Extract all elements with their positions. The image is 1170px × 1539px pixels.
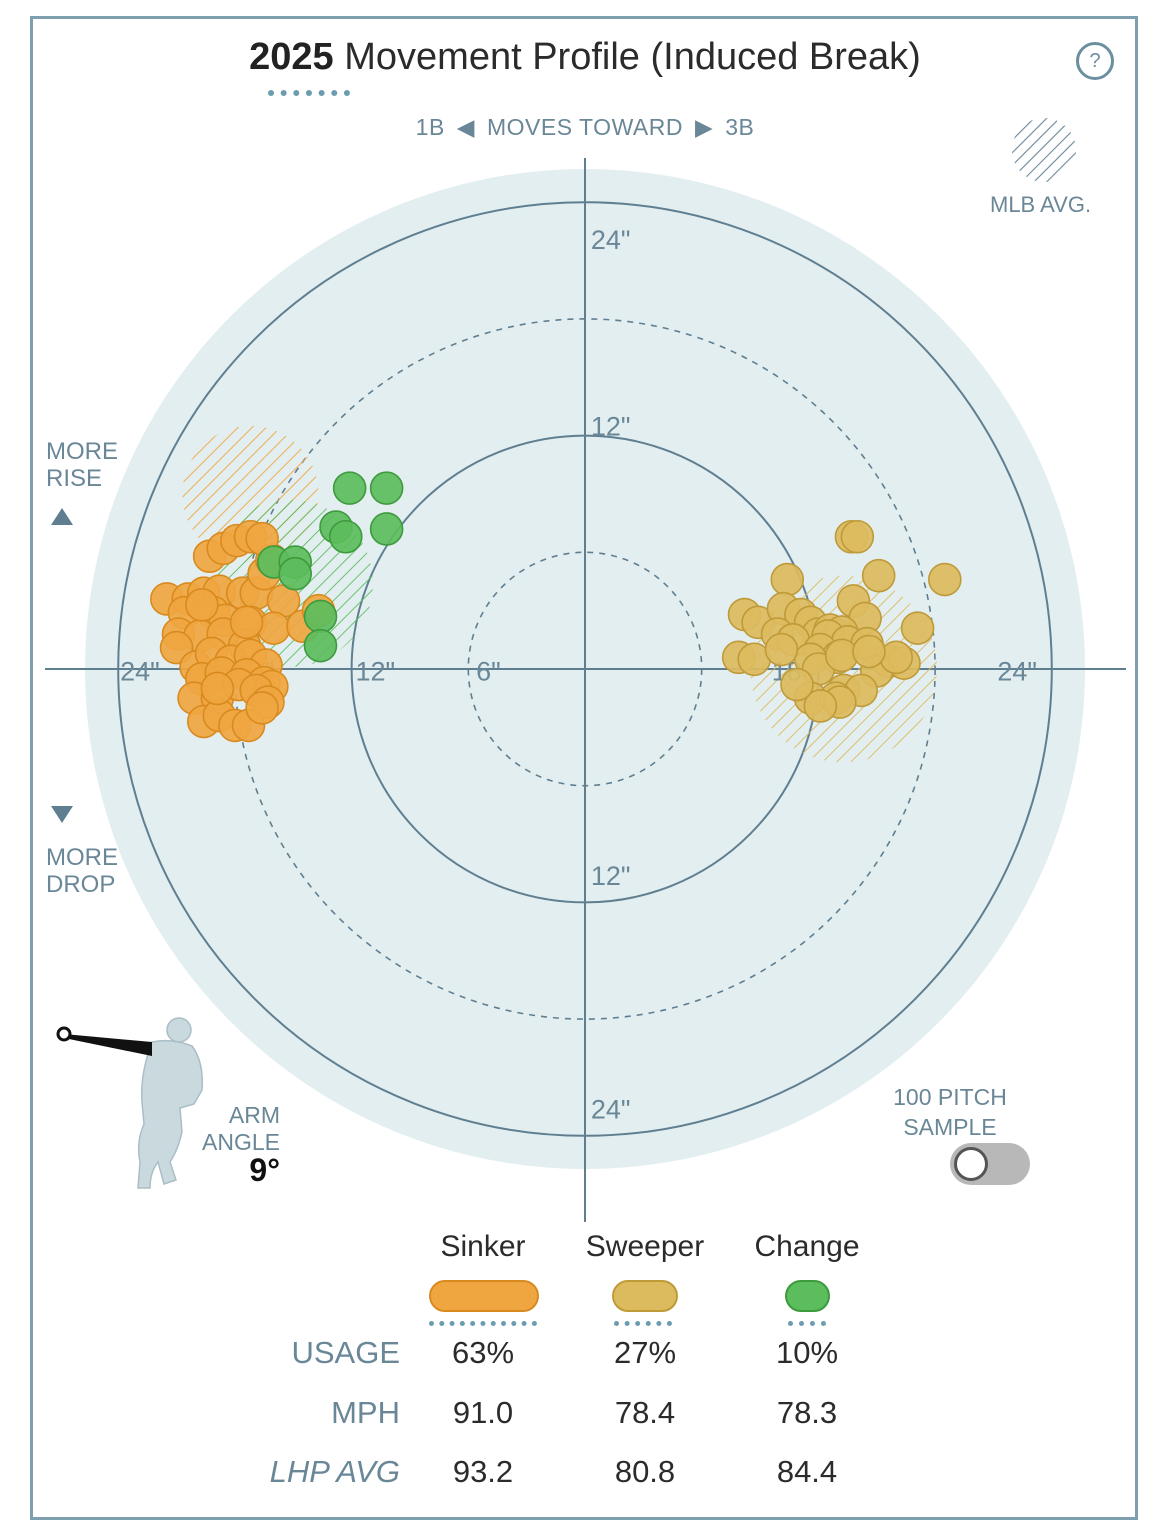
lhp-avg-label: LHP AVG — [269, 1454, 400, 1489]
sweeper-swatch-underline — [614, 1321, 672, 1326]
sinker-mph: 91.0 — [452, 1395, 514, 1430]
change-swatch[interactable] — [785, 1280, 830, 1312]
mph-label: MPH — [331, 1395, 400, 1430]
pitch-sample-toggle[interactable] — [950, 1143, 1030, 1185]
arm-angle-line2: ANGLE — [202, 1129, 280, 1155]
toggle-knob[interactable] — [954, 1147, 988, 1181]
change-mph: 78.3 — [776, 1395, 838, 1430]
pitch-name-change: Change — [754, 1230, 860, 1263]
more-drop-line1: MORE — [46, 844, 118, 871]
direction-1b: 1B — [415, 114, 445, 140]
more-rise-line2: RISE — [46, 465, 103, 492]
mlb-avg-legend-icon — [1012, 118, 1076, 182]
sinker-swatch[interactable] — [429, 1280, 539, 1312]
sinker-swatch-underline — [429, 1321, 537, 1326]
pitch-sample-line1: 100 PITCH — [893, 1084, 1007, 1110]
help-button[interactable]: ? — [1076, 42, 1114, 80]
mlb-avg-label: MLB AVG. — [990, 192, 1092, 217]
arm-angle-value: 9° — [249, 1152, 280, 1188]
pitcher-silhouette-icon — [56, 1017, 204, 1189]
direction-3b: 3B — [725, 114, 755, 140]
usage-label: USAGE — [291, 1335, 400, 1370]
more-rise-label: MORE RISE — [46, 438, 118, 492]
title-text: Movement Profile (Induced Break) — [344, 36, 921, 78]
pitch-sample-label: 100 PITCH SAMPLE — [880, 1082, 1020, 1142]
pitch-name-sinker: Sinker — [440, 1230, 526, 1263]
arm-angle-line1: ARM — [228, 1102, 280, 1128]
change-swatch-underline — [788, 1321, 826, 1326]
triangle-up-icon — [51, 508, 73, 525]
more-drop-label: MORE DROP — [46, 844, 118, 898]
change-lhp-avg: 84.4 — [776, 1454, 838, 1489]
direction-label: 1B ◀ MOVES TOWARD ▶ 3B — [0, 114, 1170, 141]
sweeper-swatch[interactable] — [612, 1280, 678, 1312]
sweeper-usage: 27% — [613, 1335, 677, 1370]
more-rise-line1: MORE — [46, 438, 118, 465]
pitch-name-sweeper: Sweeper — [585, 1230, 705, 1263]
title-year: 2025 — [249, 36, 334, 78]
direction-moves-toward: MOVES TOWARD — [487, 114, 683, 140]
sinker-lhp-avg: 93.2 — [452, 1454, 514, 1489]
triangle-left-icon: ◀ — [456, 114, 475, 140]
title-underline — [268, 90, 350, 96]
sinker-usage: 63% — [451, 1335, 515, 1370]
help-icon: ? — [1089, 50, 1101, 72]
more-drop-line2: DROP — [46, 871, 116, 898]
sweeper-mph: 78.4 — [614, 1395, 676, 1430]
triangle-right-icon: ▶ — [695, 114, 714, 140]
triangle-down-icon — [51, 806, 73, 823]
arm-angle-label: ARM ANGLE — [190, 1102, 280, 1156]
page-title: 2025 Movement Profile (Induced Break) — [0, 36, 1170, 79]
card-frame — [30, 16, 1138, 1520]
pitch-sample-line2: SAMPLE — [903, 1114, 997, 1140]
change-usage: 10% — [775, 1335, 839, 1370]
sweeper-lhp-avg: 80.8 — [614, 1454, 676, 1489]
